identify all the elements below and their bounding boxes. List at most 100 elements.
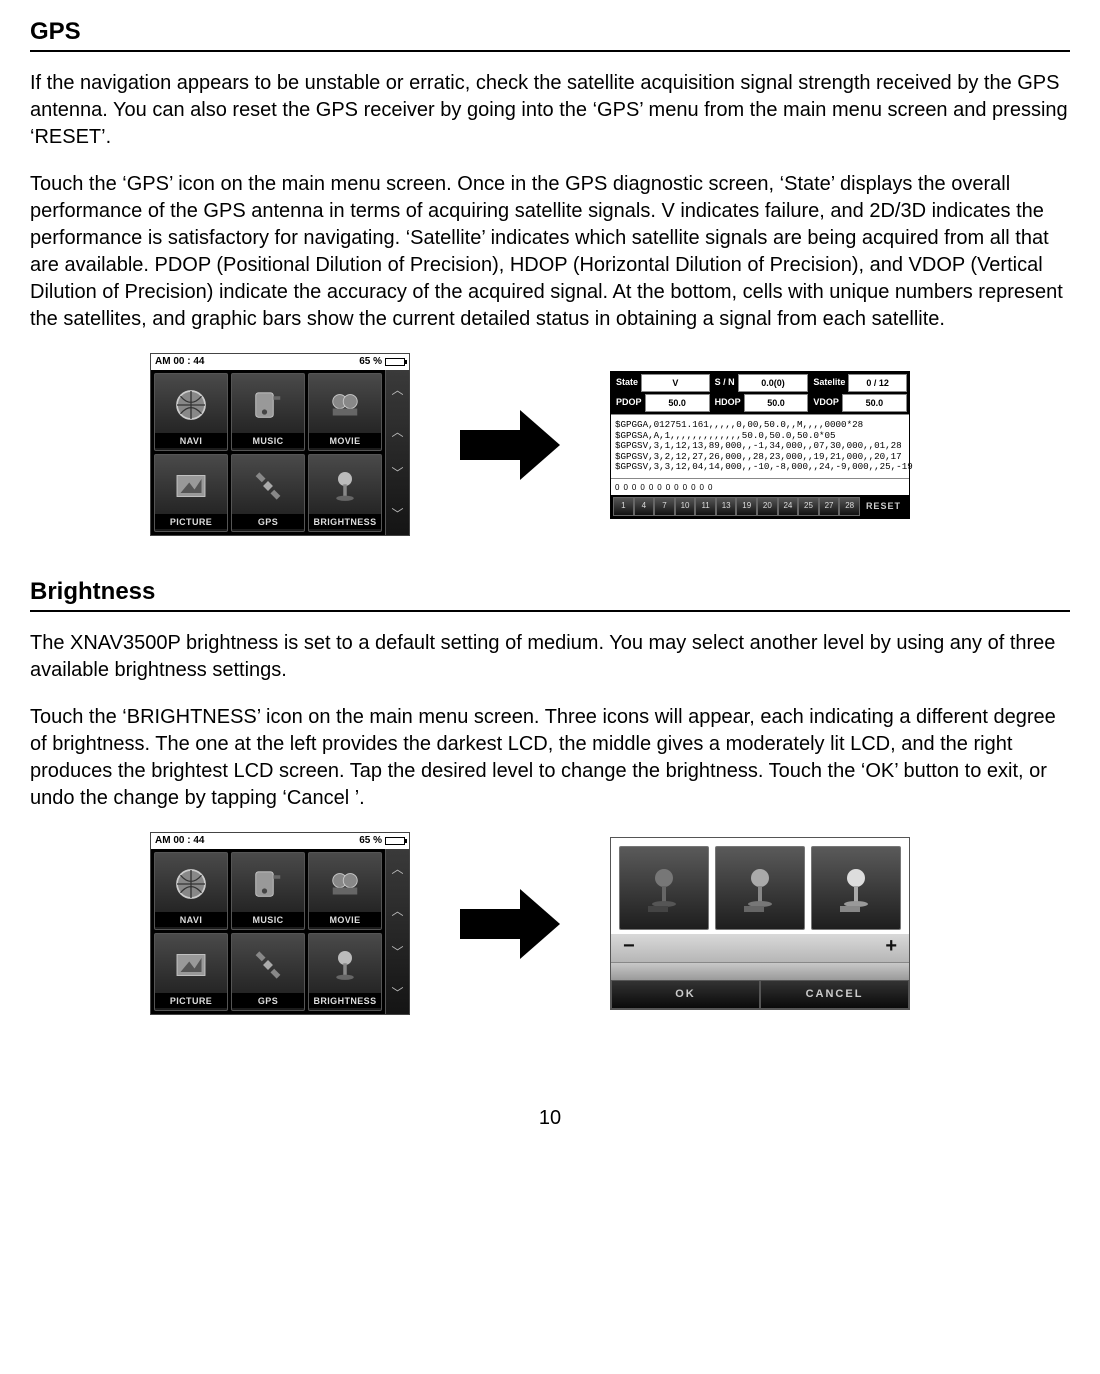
picture-icon	[155, 937, 227, 993]
menu-item-brightness[interactable]: BRIGHTNESS	[308, 454, 382, 532]
sat-cell: 27	[819, 497, 840, 516]
gps-pdop-field: PDOP50.0	[613, 394, 710, 412]
sat-cell: 11	[695, 497, 716, 516]
menu-item-brightness[interactable]: BRIGHTNESS	[308, 933, 382, 1011]
main-menu-screenshot: AM 00 : 44 65 % NAVI MUSIC MOVIE	[150, 832, 410, 1015]
menu-label: PICTURE	[155, 514, 227, 529]
movie-icon	[309, 377, 381, 433]
gps-paragraph-2: Touch the ‘GPS’ icon on the main menu sc…	[30, 171, 1070, 333]
menu-label: GPS	[232, 993, 304, 1008]
reset-button[interactable]: RESET	[860, 497, 907, 515]
menu-label: MOVIE	[309, 433, 381, 448]
menu-item-navi[interactable]: NAVI	[154, 373, 228, 451]
sat-cell: 25	[798, 497, 819, 516]
menu-item-navi[interactable]: NAVI	[154, 852, 228, 930]
menu-label: GPS	[232, 514, 304, 529]
globe-icon	[155, 856, 227, 912]
sat-cell: 20	[757, 497, 778, 516]
chevron-down-icon: ﹀	[386, 494, 409, 535]
globe-icon	[155, 377, 227, 433]
sat-cell: 24	[778, 497, 799, 516]
gps-paragraph-1: If the navigation appears to be unstable…	[30, 70, 1070, 151]
scroll-bar[interactable]: ︿ ︿ ﹀ ﹀	[385, 370, 409, 535]
brightness-low-button[interactable]	[619, 846, 709, 930]
status-time: AM 00 : 44	[155, 355, 204, 369]
minus-label: −	[623, 933, 635, 960]
brightness-figure-row: AM 00 : 44 65 % NAVI MUSIC MOVIE	[30, 832, 1070, 1015]
music-icon	[232, 377, 304, 433]
menu-item-gps[interactable]: GPS	[231, 454, 305, 532]
status-battery: 65 %	[359, 355, 405, 369]
brightness-heading: Brightness	[30, 576, 1070, 612]
menu-label: NAVI	[155, 912, 227, 927]
menu-label: BRIGHTNESS	[309, 993, 381, 1008]
picture-icon	[155, 458, 227, 514]
status-battery: 65 %	[359, 834, 405, 848]
chevron-down-icon: ﹀	[386, 931, 409, 972]
brightness-scale: − +	[611, 934, 909, 962]
status-time: AM 00 : 44	[155, 834, 204, 848]
chevron-down-icon: ﹀	[386, 973, 409, 1014]
lamp-dim-icon	[636, 860, 692, 916]
brightness-med-button[interactable]	[715, 846, 805, 930]
lamp-med-icon	[732, 860, 788, 916]
menu-item-music[interactable]: MUSIC	[231, 373, 305, 451]
sat-cell: 1	[613, 497, 634, 516]
gps-figure-row: AM 00 : 44 65 % NAVI MUSIC MOVIE	[30, 353, 1070, 536]
scroll-bar[interactable]: ︿ ︿ ﹀ ﹀	[385, 849, 409, 1014]
gps-hdop-field: HDOP50.0	[712, 394, 809, 412]
chevron-down-icon: ﹀	[386, 452, 409, 493]
brightness-dialog-screenshot: − + OK CANCEL	[610, 837, 910, 1010]
gps-satellite-bar: 1 4 7 10 11 13 19 20 24 25 27 28 RESET	[611, 495, 909, 518]
menu-item-picture[interactable]: PICTURE	[154, 454, 228, 532]
brightness-high-button[interactable]	[811, 846, 901, 930]
satellite-icon	[232, 937, 304, 993]
sat-cell: 19	[736, 497, 757, 516]
chevron-up-icon: ︿	[386, 849, 409, 890]
main-menu-screenshot: AM 00 : 44 65 % NAVI MUSIC MOVIE	[150, 353, 410, 536]
ok-button[interactable]: OK	[611, 980, 760, 1009]
menu-label: MUSIC	[232, 433, 304, 448]
battery-percent: 65 %	[359, 834, 382, 848]
gps-sn-field: S / N0.0(0)	[712, 374, 809, 392]
brightness-paragraph-2: Touch the ‘BRIGHTNESS’ icon on the main …	[30, 704, 1070, 812]
lamp-icon	[309, 937, 381, 993]
menu-label: MOVIE	[309, 912, 381, 927]
page-number: 10	[30, 1105, 1070, 1132]
gps-heading: GPS	[30, 16, 1070, 52]
battery-percent: 65 %	[359, 355, 382, 369]
chevron-up-icon: ︿	[386, 411, 409, 452]
menu-label: MUSIC	[232, 912, 304, 927]
menu-label: BRIGHTNESS	[309, 514, 381, 529]
gps-signal-row: 000000000000	[611, 479, 909, 495]
menu-label: PICTURE	[155, 993, 227, 1008]
arrow-right-icon	[460, 410, 560, 480]
plus-label: +	[885, 933, 897, 960]
menu-label: NAVI	[155, 433, 227, 448]
menu-item-gps[interactable]: GPS	[231, 933, 305, 1011]
battery-icon	[385, 358, 405, 366]
gps-vdop-field: VDOP50.0	[810, 394, 907, 412]
gps-state-field: StateV	[613, 374, 710, 392]
status-bar: AM 00 : 44 65 %	[151, 833, 409, 849]
battery-icon	[385, 837, 405, 845]
sat-cell: 7	[654, 497, 675, 516]
gps-diagnostic-screenshot: StateV S / N0.0(0) Satelite0 / 12 PDOP50…	[610, 371, 910, 519]
sat-cell: 13	[716, 497, 737, 516]
arrow-right-icon	[460, 889, 560, 959]
sat-cell: 4	[634, 497, 655, 516]
status-bar: AM 00 : 44 65 %	[151, 354, 409, 370]
lamp-icon	[309, 458, 381, 514]
menu-item-movie[interactable]: MOVIE	[308, 852, 382, 930]
menu-item-music[interactable]: MUSIC	[231, 852, 305, 930]
cancel-button[interactable]: CANCEL	[760, 980, 909, 1009]
menu-item-picture[interactable]: PICTURE	[154, 933, 228, 1011]
menu-item-movie[interactable]: MOVIE	[308, 373, 382, 451]
lamp-bright-icon	[828, 860, 884, 916]
sat-cell: 10	[675, 497, 696, 516]
chevron-up-icon: ︿	[386, 890, 409, 931]
satellite-icon	[232, 458, 304, 514]
gps-nmea-log: $GPGGA,012751.161,,,,,0,00,50.0,,M,,,,00…	[611, 414, 909, 479]
music-icon	[232, 856, 304, 912]
movie-icon	[309, 856, 381, 912]
